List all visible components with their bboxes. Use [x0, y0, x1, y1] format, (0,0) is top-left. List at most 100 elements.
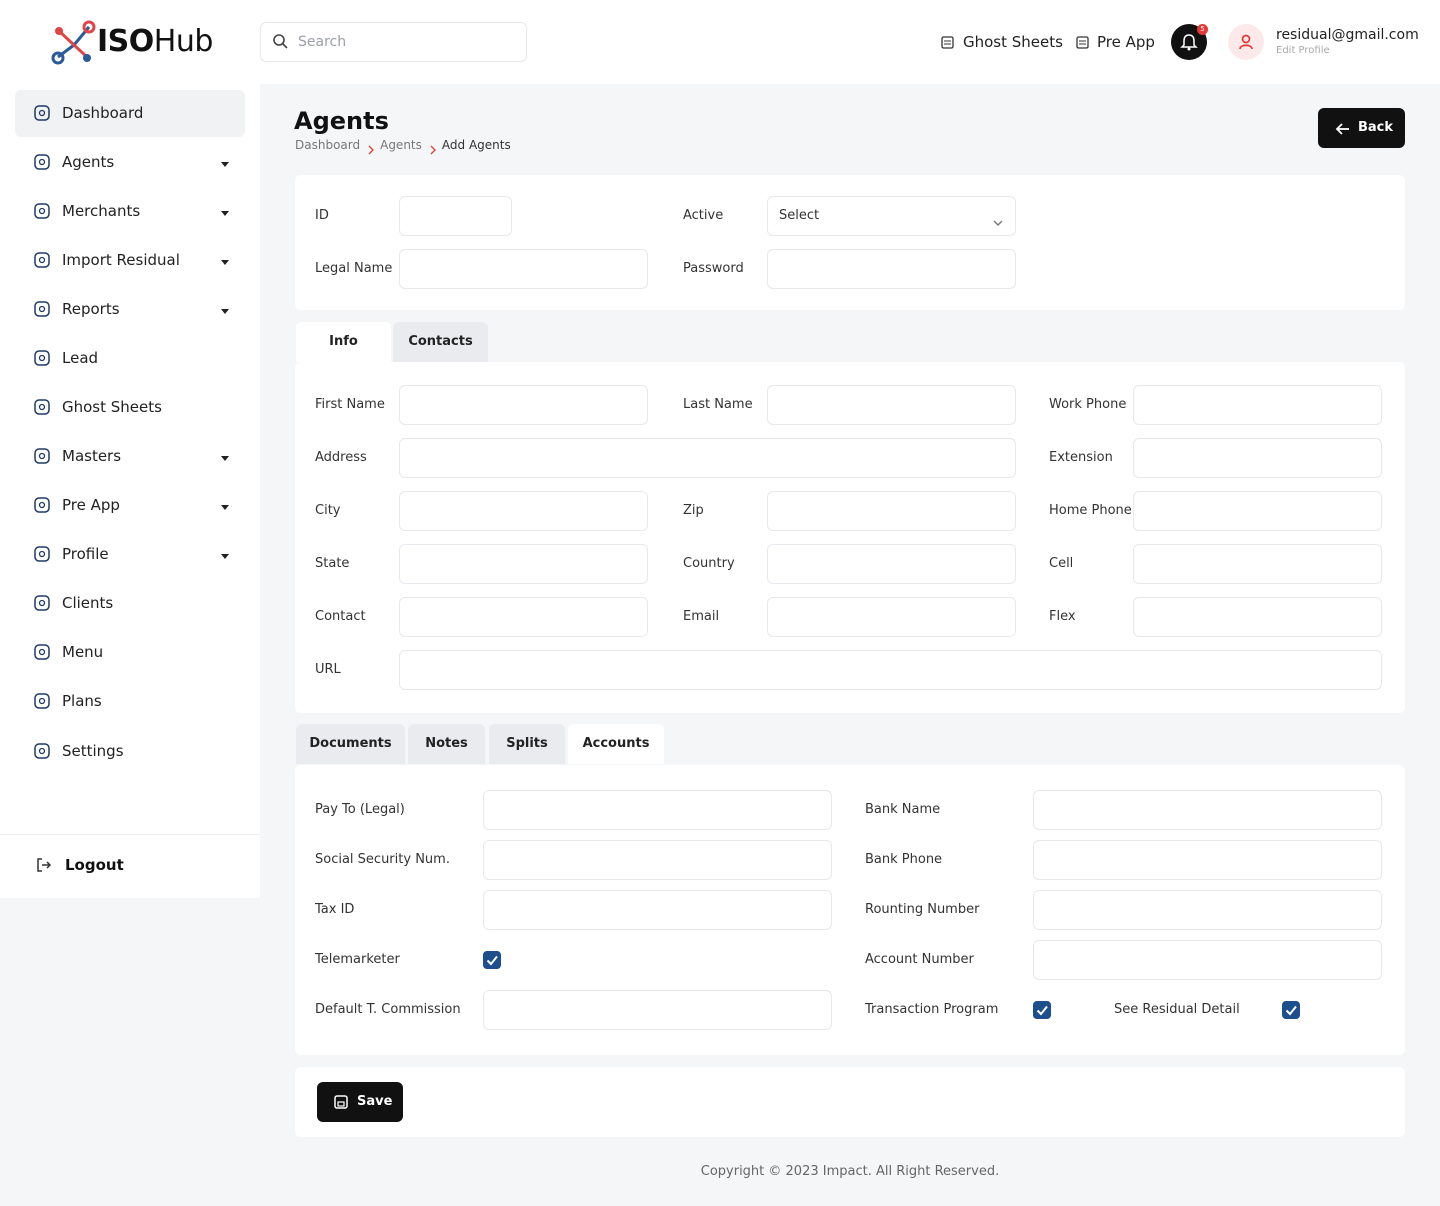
text-input[interactable]: [1133, 438, 1382, 478]
text-input[interactable]: [1133, 385, 1382, 425]
field-label: Rounting Number: [865, 902, 980, 917]
sidebar-icon-svg: [34, 154, 50, 170]
text-input[interactable]: [399, 249, 648, 289]
dropdown-caret: [221, 309, 229, 314]
sidebar-icon-svg: [34, 301, 50, 317]
sidebar-item[interactable]: Reports: [62, 300, 120, 318]
footer: Copyright © 2023 Impact. All Right Reser…: [700, 1164, 1000, 1179]
text-input[interactable]: [1133, 597, 1382, 637]
text-input[interactable]: [483, 890, 832, 930]
text-input[interactable]: [767, 249, 1016, 289]
sidebar-icon: [33, 398, 51, 416]
sidebar-icon: [33, 692, 51, 710]
text-input[interactable]: [399, 544, 648, 584]
logo-node: [51, 51, 65, 65]
select-value[interactable]: Select: [779, 208, 820, 223]
text-input[interactable]: [767, 491, 1016, 531]
dropdown-caret: [221, 162, 229, 167]
sidebar-item[interactable]: Plans: [62, 692, 102, 710]
text-input[interactable]: [1033, 940, 1382, 980]
tab[interactable]: Info: [296, 322, 391, 362]
back-label[interactable]: Back: [1358, 120, 1394, 135]
text-input[interactable]: [1033, 790, 1382, 830]
checkbox[interactable]: [1282, 1001, 1300, 1019]
logout[interactable]: Logout: [65, 856, 124, 874]
sidebar-item[interactable]: Menu: [62, 643, 104, 661]
field-label: Flex: [1049, 609, 1076, 624]
field-label: City: [315, 503, 341, 518]
sidebar-item[interactable]: Ghost Sheets: [62, 398, 162, 416]
save-label[interactable]: Save: [357, 1094, 393, 1109]
dropdown-caret: [221, 456, 229, 461]
sidebar-item[interactable]: Import Residual: [62, 251, 180, 269]
tab[interactable]: Accounts: [568, 724, 664, 764]
logo-text[interactable]: ISOHub: [97, 22, 213, 62]
sidebar-item[interactable]: Merchants: [62, 202, 141, 220]
back-button[interactable]: [1318, 108, 1405, 148]
user-subtitle[interactable]: Edit Profile: [1276, 45, 1330, 56]
text-input[interactable]: [1133, 544, 1382, 584]
text-input[interactable]: [399, 438, 1016, 478]
text-input[interactable]: [399, 597, 648, 637]
text-input[interactable]: [767, 385, 1016, 425]
text-input[interactable]: [767, 544, 1016, 584]
sidebar-item[interactable]: Masters: [62, 447, 122, 465]
sidebar-item[interactable]: Lead: [62, 349, 99, 367]
page-title: Agents: [294, 107, 389, 135]
sidebar-item[interactable]: Pre App: [62, 496, 120, 514]
tab[interactable]: Splits: [489, 724, 565, 764]
nav-icon: [1075, 35, 1091, 51]
text-input[interactable]: [767, 597, 1016, 637]
checkbox[interactable]: [483, 951, 501, 969]
sidebar-icon-svg: [34, 350, 50, 366]
select[interactable]: [767, 196, 1016, 236]
field-label: Password: [683, 261, 744, 276]
logo-node: [83, 54, 91, 62]
sidebar-item[interactable]: Dashboard: [62, 104, 144, 122]
field-label: Zip: [683, 503, 704, 518]
nav-link[interactable]: Ghost Sheets: [963, 33, 1063, 51]
field-label: Account Number: [865, 952, 974, 967]
field-label: Extension: [1049, 450, 1113, 465]
field-label: Active: [683, 208, 724, 223]
field-label: Default T. Commission: [315, 1002, 461, 1017]
logo-light: Hub: [153, 24, 214, 59]
text-input[interactable]: [483, 990, 832, 1030]
text-input[interactable]: [483, 840, 832, 880]
text-input[interactable]: [483, 790, 832, 830]
avatar-icon: [1237, 33, 1255, 51]
breadcrumb-item[interactable]: Dashboard: [295, 138, 361, 152]
user-email[interactable]: residual@gmail.com: [1276, 27, 1419, 43]
sidebar-icon-svg: [34, 448, 50, 464]
sidebar-divider: [0, 834, 260, 835]
text-input[interactable]: [399, 196, 512, 236]
sidebar-item[interactable]: Settings: [62, 742, 124, 760]
save-card: [295, 1067, 1405, 1137]
sidebar-icon: [33, 545, 51, 563]
field-label: Transaction Program: [865, 1002, 999, 1017]
tab[interactable]: Contacts: [393, 322, 488, 362]
logo-node: [82, 20, 96, 34]
sidebar-item[interactable]: Agents: [62, 153, 115, 171]
text-input[interactable]: [399, 650, 1382, 690]
text-input[interactable]: [1033, 840, 1382, 880]
sidebar-item[interactable]: Clients: [62, 594, 114, 612]
text-input[interactable]: [399, 385, 648, 425]
tab[interactable]: Notes: [408, 724, 485, 764]
text-input[interactable]: [1033, 890, 1382, 930]
breadcrumb-sep: [429, 140, 437, 155]
tab[interactable]: Documents: [296, 724, 405, 764]
bell-icon: [1180, 33, 1198, 51]
field-label: Email: [683, 609, 720, 624]
save-button[interactable]: [317, 1082, 403, 1122]
text-input[interactable]: [1133, 491, 1382, 531]
sidebar-item[interactable]: Profile: [62, 545, 109, 563]
breadcrumb-item[interactable]: Agents: [380, 138, 422, 152]
checkbox[interactable]: [1033, 1001, 1051, 1019]
search-icon-svg: [273, 34, 288, 49]
nav-link[interactable]: Pre App: [1097, 33, 1155, 51]
bell-icon-svg: [1180, 34, 1198, 51]
search-box[interactable]: [260, 22, 527, 62]
text-input[interactable]: [399, 491, 648, 531]
